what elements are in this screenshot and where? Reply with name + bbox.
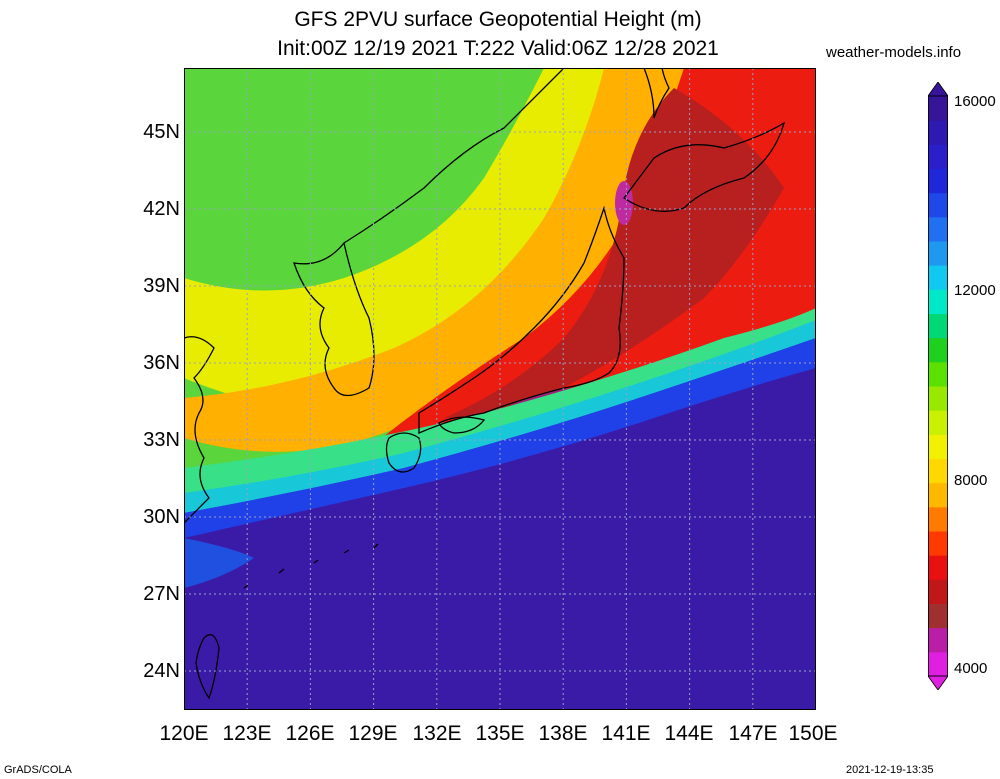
- colorbar-segment: [928, 434, 948, 459]
- footer-timestamp: 2021-12-19-13:35: [846, 764, 934, 776]
- lon-label-129e: 129E: [348, 722, 398, 745]
- colorbar-label-8000: 8000: [954, 472, 988, 489]
- colorbar-top-arrow: [928, 82, 948, 97]
- colorbar-segment: [928, 386, 948, 411]
- colorbar-segment: [928, 313, 948, 339]
- site-credit: weather-models.info: [826, 44, 962, 61]
- field-blue-patch: [184, 538, 254, 588]
- colorbar-segment: [928, 96, 948, 121]
- lon-label-141e: 141E: [601, 722, 651, 745]
- lon-label-144e: 144E: [664, 722, 714, 745]
- colorbar-segment: [928, 168, 948, 194]
- field-cyan-band: [184, 313, 816, 518]
- colorbar-frame: [928, 95, 948, 677]
- lat-label-27n: 27N: [143, 583, 180, 605]
- lon-label-123e: 123E: [222, 722, 272, 745]
- colorbar-segment: [928, 289, 948, 314]
- lat-label-39n: 39N: [143, 275, 180, 297]
- lat-label-24n: 24N: [143, 660, 180, 682]
- colorbar-label-16000: 16000: [954, 93, 996, 110]
- colorbar-segment: [928, 241, 948, 266]
- colorbar-segment: [928, 265, 948, 290]
- lon-label-150e: 150E: [788, 722, 838, 745]
- footer-software: GrADS/COLA: [4, 764, 72, 776]
- colorbar-segment: [928, 579, 948, 604]
- colorbar-segments: [928, 96, 948, 677]
- field-yellow-band: [184, 68, 684, 410]
- colorbar-segment: [928, 361, 948, 387]
- colorbar-segment: [928, 144, 948, 169]
- colorbar-label-12000: 12000: [954, 282, 996, 299]
- lon-label-126e: 126E: [285, 722, 335, 745]
- lat-label-30n: 30N: [143, 506, 180, 528]
- map-frame: [184, 68, 816, 710]
- field-blue-edge: [184, 338, 816, 538]
- colorbar-segment: [928, 410, 948, 435]
- field-darkred-core: [444, 88, 784, 418]
- colorbar-segment: [928, 120, 948, 145]
- colorbar-segment: [928, 555, 948, 580]
- colorbar: [928, 82, 948, 690]
- colorbar-label-4000: 4000: [954, 660, 988, 677]
- map-plot: [184, 68, 816, 710]
- colorbar-segment: [928, 531, 948, 556]
- lat-label-36n: 36N: [143, 352, 180, 374]
- colorbar-segment: [928, 627, 948, 653]
- field-green-band: [184, 308, 816, 493]
- lon-label-135e: 135E: [475, 722, 525, 745]
- lon-label-138e: 138E: [538, 722, 588, 745]
- colorbar-segment: [928, 458, 948, 484]
- colorbar-segment: [928, 337, 948, 363]
- map-title: GFS 2PVU surface Geopotential Height (m): [294, 8, 702, 31]
- colorbar-segment: [928, 603, 948, 629]
- colorbar-segment: [928, 192, 948, 218]
- gridlines: [184, 68, 816, 710]
- colorbar-bottom-arrow: [928, 675, 948, 690]
- field-magenta-spot: [615, 181, 633, 225]
- lat-label-33n: 33N: [143, 429, 180, 451]
- lon-label-147e: 147E: [728, 722, 778, 745]
- coastlines: [184, 68, 786, 700]
- lat-label-42n: 42N: [143, 198, 180, 220]
- colorbar-segment: [928, 506, 948, 532]
- colorbar-segment: [928, 216, 948, 242]
- map-subtitle: Init:00Z 12/19 2021 T:222 Valid:06Z 12/2…: [277, 37, 719, 60]
- lon-label-132e: 132E: [412, 722, 462, 745]
- colorbar-segment: [928, 482, 948, 508]
- colorbar-segment: [928, 651, 948, 677]
- field-orange-band: [184, 68, 694, 452]
- lon-label-120e: 120E: [159, 722, 209, 745]
- lat-label-45n: 45N: [143, 121, 180, 143]
